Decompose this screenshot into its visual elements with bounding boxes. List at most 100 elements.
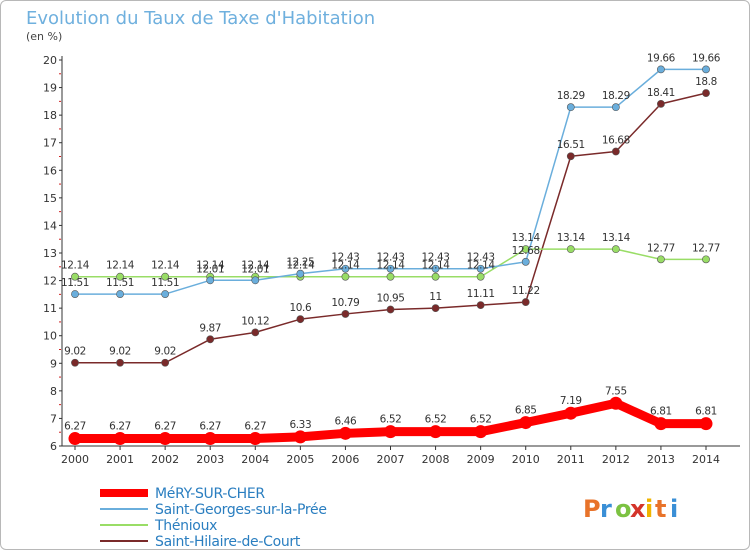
data-label: 10.79 [331,297,359,309]
x-tick-label: 2005 [286,453,314,466]
logo-letter: P [583,495,601,523]
y-tick-label: 10 [43,330,57,343]
legend: MéRY-SUR-CHERSaint-Georges-sur-la-PréeTh… [100,486,327,550]
data-label: 19.66 [692,52,721,64]
data-point [431,264,440,273]
data-point [206,335,215,344]
x-tick-label: 2001 [106,453,134,466]
logo-letter: i [670,495,678,523]
data-label: 10.95 [376,293,404,305]
data-label: 6.81 [695,406,717,418]
data-label: 10.6 [289,302,311,314]
data-label: 9.02 [154,346,176,358]
data-label: 13.14 [557,232,586,244]
data-point [566,103,575,112]
data-point [251,328,260,337]
y-tick-label: 16 [43,164,57,177]
y-tick-label: 11 [43,302,57,315]
data-point [611,147,620,156]
data-label: 11.51 [106,277,134,289]
y-tick-label: 13 [43,247,57,260]
data-point [702,65,710,74]
x-tick-label: 2003 [196,453,224,466]
data-label: 11.51 [151,277,179,289]
data-label: 6.27 [64,421,86,433]
legend-label: MéRY-SUR-CHER [155,486,265,502]
data-point [248,432,262,446]
data-label: 12.14 [151,260,180,272]
data-point [296,269,305,278]
data-label: 10.12 [241,315,269,327]
x-tick-label: 2000 [61,453,89,466]
y-tick-label: 20 [43,54,57,67]
data-point [476,301,485,310]
legend-label: Saint-Georges-sur-la-Prée [155,502,327,518]
data-label: 6.46 [335,415,357,427]
y-tick-label: 18 [43,109,57,122]
data-point [206,276,215,285]
data-label: 18.29 [557,90,585,102]
data-label: 12.14 [376,260,405,272]
data-label: 6.27 [154,421,176,433]
data-label: 9.87 [199,322,221,334]
data-label: 7.19 [560,395,582,407]
data-point [566,152,575,161]
data-point [116,358,124,367]
data-label: 11.11 [467,288,495,300]
data-point [338,426,352,440]
data-point [386,305,395,314]
data-label: 13.14 [602,232,631,244]
data-point [476,264,485,273]
logo-letter: r [600,495,612,523]
data-point [251,276,260,285]
data-label: 12.43 [422,252,450,264]
y-tick-label: 15 [43,192,57,205]
x-tick-label: 2010 [512,453,540,466]
data-label: 12.14 [286,260,315,272]
data-label: 12.14 [331,260,360,272]
data-point [566,245,575,254]
data-label: 18.29 [602,90,630,102]
data-label: 12.43 [376,252,404,264]
y-tick-label: 17 [43,137,57,150]
data-point [113,432,127,446]
data-point [71,290,79,298]
data-point [611,103,620,112]
data-point [386,272,395,281]
x-tick-label: 2008 [422,453,450,466]
y-tick-label: 9 [50,357,57,370]
x-tick-label: 2014 [692,453,720,466]
data-point [654,417,668,431]
data-label: 6.33 [289,419,311,431]
data-labels: 6.27 6.27 6.27 6.27 6.27 6.33 6.46 6.52 6.52 6.52… [61,52,721,432]
data-label: 16.68 [602,135,630,147]
data-point [71,358,79,367]
series-layer [68,65,713,446]
chart-subtitle: (en %) [26,30,62,43]
y-tick-label: 14 [43,219,57,232]
data-label: 12.77 [692,242,720,254]
data-label: 6.52 [380,414,402,426]
data-label: 6.27 [244,421,266,433]
data-point [431,304,440,313]
data-point [519,416,533,430]
chart-axes: 6 7 8 9 10 11 12 13 14 15 16 17 18 19 20 2000 2001 2002 20… [43,54,740,466]
y-tick-label: 6 [50,440,57,453]
data-point [116,290,124,298]
data-point [476,272,485,281]
logo-letter: i [645,495,653,523]
data-label: 12.77 [647,242,675,254]
data-label: 11.51 [61,277,89,289]
data-label: 12.14 [467,260,496,272]
chart-title: Evolution du Taux de Taxe d'Habitation [26,8,375,29]
data-point [429,425,443,439]
data-label: 12.14 [61,260,90,272]
data-label: 18.8 [695,76,717,88]
data-point [203,432,217,446]
data-point [293,430,307,444]
y-tick-label: 19 [43,82,57,95]
series-line-3 [74,92,707,364]
data-point [341,272,350,281]
data-label: 6.27 [199,421,221,433]
